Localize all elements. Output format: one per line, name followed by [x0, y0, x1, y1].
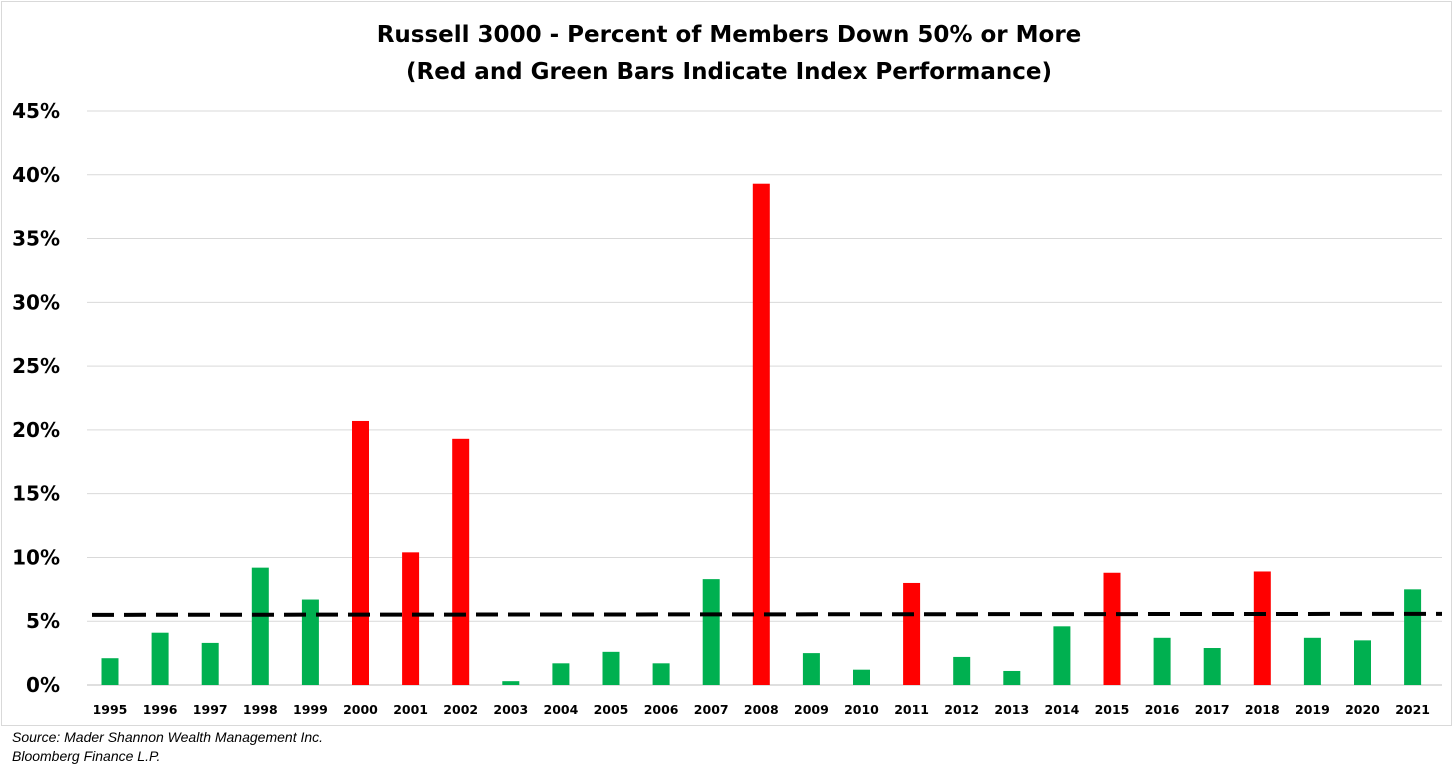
bar-2000 — [352, 420, 369, 685]
y-tick-label: 5% — [26, 609, 60, 633]
bar-2009 — [802, 653, 820, 685]
x-tick-label: 1996 — [143, 702, 178, 717]
bar-2013 — [1003, 670, 1021, 685]
y-tick-label: 30% — [12, 290, 60, 314]
x-tick-label: 2001 — [393, 702, 428, 717]
y-tick-label: 40% — [12, 163, 60, 187]
source-note: Source: Mader Shannon Wealth Management … — [12, 728, 323, 766]
bar-2021 — [1404, 589, 1422, 685]
bar-2012 — [953, 656, 971, 685]
y-tick-label: 0% — [26, 673, 60, 697]
bar-2003 — [502, 681, 520, 685]
y-tick-label: 35% — [12, 227, 60, 251]
x-tick-label: 2010 — [844, 702, 879, 717]
bar-2007 — [702, 579, 720, 685]
x-tick-label: 1999 — [293, 702, 328, 717]
x-tick-label: 2008 — [744, 702, 779, 717]
bar-2005 — [602, 651, 620, 685]
x-tick-label: 1995 — [93, 702, 128, 717]
x-tick-label: 2007 — [694, 702, 729, 717]
source-line-1: Source: Mader Shannon Wealth Management … — [12, 729, 324, 745]
x-tick-label: 2017 — [1195, 702, 1230, 717]
x-tick-label: 2013 — [994, 702, 1029, 717]
bar-2019 — [1303, 637, 1321, 685]
x-tick-label: 2014 — [1045, 702, 1080, 717]
bar-2006 — [652, 663, 670, 685]
bar-2008 — [752, 183, 770, 685]
x-tick-label: 2019 — [1295, 702, 1330, 717]
bar-2002 — [452, 438, 470, 685]
x-tick-label: 2009 — [794, 702, 829, 717]
bar-1997 — [201, 642, 219, 685]
x-tick-label: 2003 — [493, 702, 528, 717]
x-tick-label: 1998 — [243, 702, 278, 717]
x-tick-label: 2015 — [1095, 702, 1130, 717]
chart-title: Russell 3000 - Percent of Members Down 5… — [377, 22, 1082, 48]
x-tick-label: 2011 — [894, 702, 929, 717]
x-tick-label: 2006 — [644, 702, 679, 717]
bar-chart: Russell 3000 - Percent of Members Down 5… — [12, 22, 1443, 717]
x-tick-label: 2002 — [443, 702, 478, 717]
x-tick-label: 2012 — [944, 702, 979, 717]
x-tick-label: 2018 — [1245, 702, 1280, 717]
x-tick-label: 2004 — [544, 702, 579, 717]
x-tick-label: 2021 — [1395, 702, 1430, 717]
bar-2011 — [903, 582, 921, 685]
bar-1996 — [151, 632, 169, 685]
bar-2014 — [1053, 626, 1071, 685]
bars — [101, 183, 1422, 685]
y-tick-label: 45% — [12, 99, 60, 123]
bar-2020 — [1354, 640, 1371, 685]
y-tick-label: 10% — [12, 545, 60, 569]
x-axis-ticks: 1995 1996 1997 1998 1999 2000 2001 2002 2003 2004… — [93, 702, 1430, 717]
bar-2015 — [1103, 572, 1121, 685]
average-line-layer — [91, 611, 1443, 617]
y-tick-label: 15% — [12, 482, 60, 506]
bar-2017 — [1203, 648, 1221, 685]
average-dashed-line — [91, 611, 1443, 617]
source-line-2: Bloomberg Finance L.P. — [12, 748, 161, 764]
bar-1995 — [101, 658, 119, 685]
x-tick-label: 2005 — [594, 702, 629, 717]
bar-1999 — [301, 599, 319, 685]
x-tick-label: 2000 — [343, 702, 378, 717]
y-tick-label: 20% — [12, 418, 60, 442]
chart-subtitle: (Red and Green Bars Indicate Index Perfo… — [406, 59, 1052, 85]
bar-2016 — [1153, 637, 1171, 685]
x-tick-label: 2020 — [1345, 702, 1380, 717]
bar-2004 — [552, 663, 570, 685]
bar-1998 — [251, 567, 269, 685]
y-axis-ticks: 0% 5% 10% 15% 20% 25% 30% 35% 40% 45% — [12, 99, 60, 697]
chart-frame: Russell 3000 - Percent of Members Down 5… — [1, 1, 1452, 726]
x-tick-label: 2016 — [1145, 702, 1180, 717]
bar-2001 — [402, 552, 420, 685]
y-tick-label: 25% — [12, 354, 60, 378]
x-tick-label: 1997 — [193, 702, 228, 717]
bar-2018 — [1253, 571, 1271, 685]
bar-2010 — [853, 669, 870, 685]
